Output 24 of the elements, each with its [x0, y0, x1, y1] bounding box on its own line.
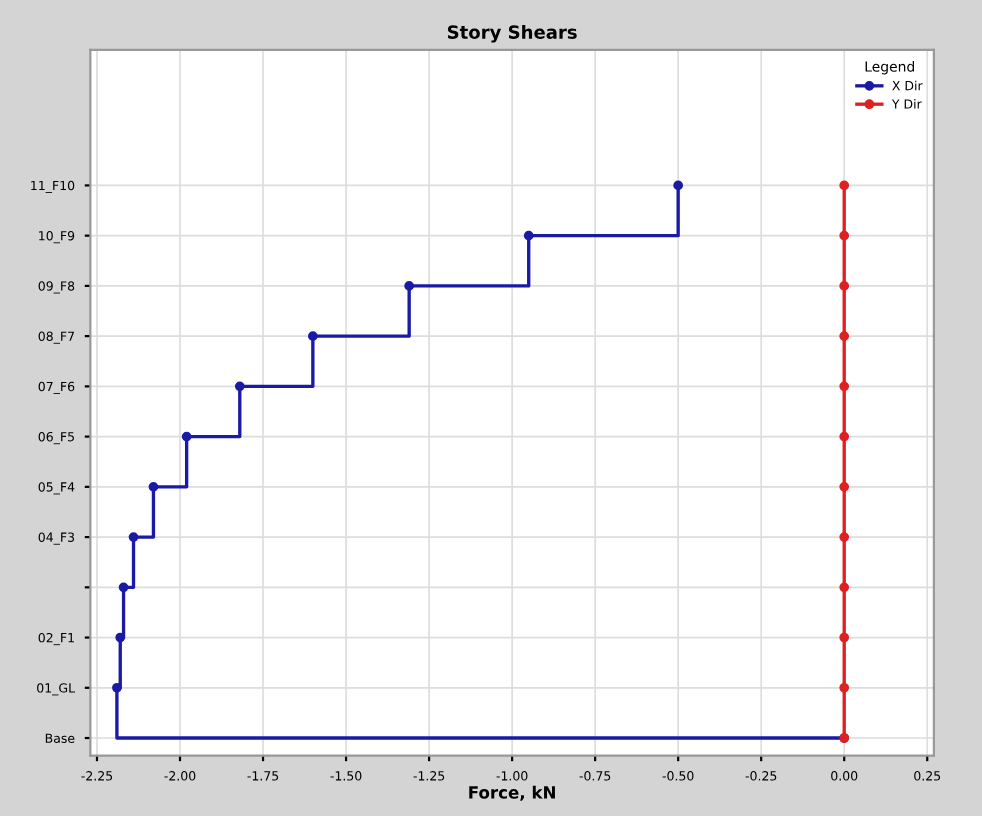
point — [839, 431, 850, 442]
point — [839, 582, 850, 593]
point — [112, 682, 122, 693]
point — [839, 632, 850, 643]
point — [839, 331, 850, 341]
point — [839, 230, 850, 241]
point — [404, 281, 415, 291]
point — [128, 532, 139, 542]
point — [234, 381, 245, 392]
point — [839, 180, 850, 191]
point — [181, 431, 192, 442]
chart-title: Story Shears — [447, 24, 577, 43]
x-axis-title: Force, kN — [469, 785, 555, 801]
point — [839, 532, 850, 542]
point — [307, 331, 318, 341]
point — [839, 281, 850, 291]
point — [115, 632, 126, 643]
point — [673, 180, 684, 191]
point — [839, 381, 850, 392]
point — [839, 481, 850, 492]
point — [118, 582, 129, 593]
point — [839, 682, 850, 693]
point — [523, 230, 534, 241]
point — [148, 481, 159, 492]
